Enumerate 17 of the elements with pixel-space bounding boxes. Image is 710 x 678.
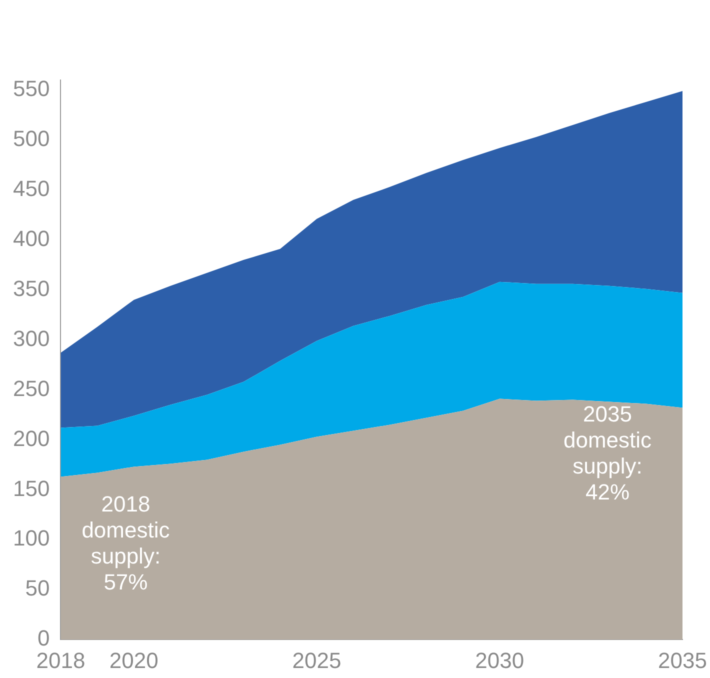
y-tick-label: 450: [12, 176, 50, 201]
y-tick-label: 150: [12, 476, 50, 501]
y-tick-label: 50: [25, 576, 50, 601]
y-tick-label: 100: [12, 526, 50, 551]
y-tick-label: 350: [12, 276, 50, 301]
y-tick-label: 500: [12, 126, 50, 152]
x-tick-label: 2030: [475, 648, 524, 673]
y-tick-label: 400: [12, 226, 50, 251]
y-tick-label: 250: [12, 376, 50, 401]
y-tick-label: 300: [12, 326, 50, 351]
annotation: 2035 domestic supply: 42%: [564, 402, 652, 505]
annotation: 2018 domestic supply: 57%: [82, 492, 170, 595]
x-tick-label: 2020: [109, 648, 158, 673]
x-tick-label: 2035: [658, 648, 708, 673]
y-tick-label: 200: [12, 426, 50, 451]
y-tick-label: 550: [12, 76, 50, 102]
x-tick-label: 2025: [292, 648, 342, 673]
